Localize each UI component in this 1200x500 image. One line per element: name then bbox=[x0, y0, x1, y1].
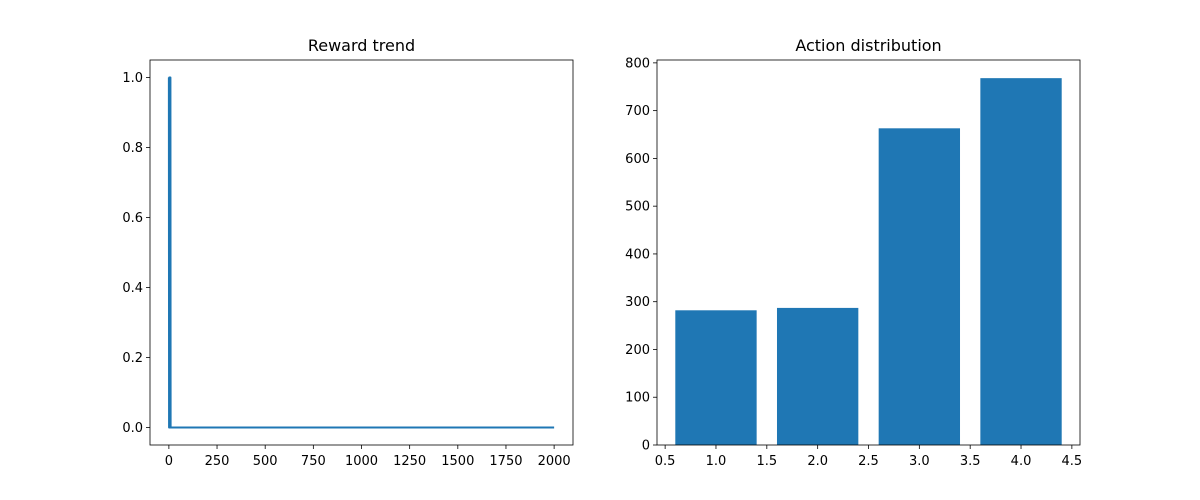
x-tick-label: 1000 bbox=[345, 454, 378, 469]
x-tick-label: 4.0 bbox=[1011, 454, 1032, 469]
x-tick-label: 4.5 bbox=[1062, 454, 1083, 469]
x-tick-label: 0.5 bbox=[655, 454, 676, 469]
bar-action-2 bbox=[776, 307, 859, 445]
y-tick-label: 800 bbox=[625, 56, 650, 71]
y-tick-label: 300 bbox=[625, 295, 650, 310]
x-tick-label: 500 bbox=[253, 454, 278, 469]
x-tick-label: 2.0 bbox=[807, 454, 828, 469]
y-tick-label: 0.8 bbox=[122, 141, 143, 156]
x-tick-label: 1500 bbox=[441, 454, 474, 469]
x-tick-label: 0 bbox=[165, 454, 173, 469]
chart-title: Reward trend bbox=[308, 36, 415, 55]
x-tick-label: 1.0 bbox=[706, 454, 727, 469]
x-tick-label: 3.0 bbox=[909, 454, 930, 469]
axes-frame bbox=[149, 59, 574, 446]
y-tick-label: 600 bbox=[625, 152, 650, 167]
x-tick-label: 1.5 bbox=[756, 454, 777, 469]
reward-trend-plot: 0 250 500 750 1000 1250 1500 1750 2000 0.0 0.2 0.4 0… bbox=[122, 36, 574, 469]
bar-action-3 bbox=[878, 128, 961, 445]
y-tick-label: 0.6 bbox=[122, 211, 143, 226]
y-tick-label: 400 bbox=[625, 247, 650, 262]
x-tick-label: 1750 bbox=[489, 454, 522, 469]
x-tick-label: 750 bbox=[301, 454, 326, 469]
y-tick-label: 700 bbox=[625, 104, 650, 119]
y-tick-label: 500 bbox=[625, 200, 650, 215]
y-tick-label: 0.2 bbox=[122, 351, 143, 366]
action-distribution-plot: 0.5 1.0 1.5 2.0 2.5 3.0 3.5 4.0 4.5 0 100 200 300 400… bbox=[625, 36, 1082, 469]
x-tick-label: 1250 bbox=[393, 454, 426, 469]
x-tick-label: 3.5 bbox=[960, 454, 981, 469]
y-tick-label: 200 bbox=[625, 343, 650, 358]
x-tick-label: 2000 bbox=[538, 454, 571, 469]
reward-line bbox=[167, 76, 555, 429]
x-tick-label: 250 bbox=[205, 454, 230, 469]
y-tick-label: 0 bbox=[642, 439, 650, 454]
x-tick-label: 2.5 bbox=[858, 454, 879, 469]
bar-action-4 bbox=[980, 78, 1062, 445]
y-tick-label: 0.0 bbox=[122, 421, 143, 436]
y-tick-label: 100 bbox=[625, 391, 650, 406]
y-tick-label: 1.0 bbox=[122, 71, 143, 86]
y-tick-label: 0.4 bbox=[122, 281, 143, 296]
chart-title: Action distribution bbox=[795, 36, 941, 55]
bar-action-1 bbox=[675, 310, 757, 445]
